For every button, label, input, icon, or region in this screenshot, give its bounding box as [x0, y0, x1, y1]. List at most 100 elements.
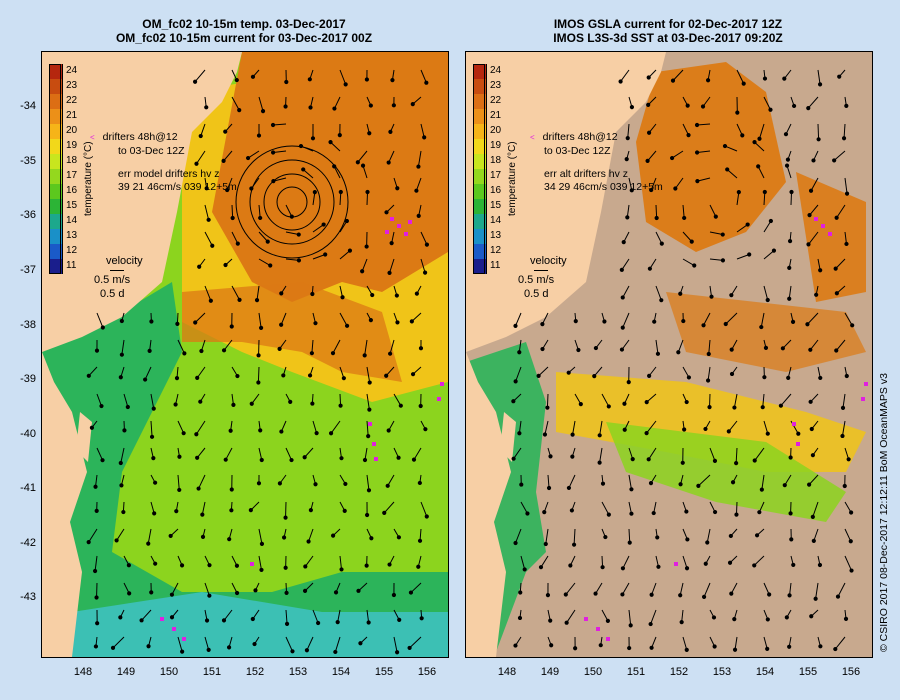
current-arrow [366, 366, 371, 383]
current-arrow-head [237, 297, 242, 302]
current-arrow-head [118, 375, 123, 380]
current-arrow-head [397, 617, 402, 622]
current-arrow-head [720, 258, 726, 263]
current-arrow-head [385, 483, 390, 488]
current-arrow-head [229, 508, 234, 513]
colorbar-value: 21 [66, 110, 78, 121]
current-arrow [835, 339, 846, 351]
current-arrow [285, 609, 288, 624]
current-arrow-head [362, 457, 368, 463]
current-arrow [312, 224, 324, 233]
current-arrow-head [654, 215, 659, 221]
current-arrow-head [834, 348, 839, 353]
current-arrow-head [146, 644, 151, 649]
current-arrow-head [221, 158, 226, 164]
current-arrow-head [416, 564, 421, 569]
current-arrow [393, 636, 398, 653]
current-arrow-head [678, 291, 683, 296]
current-arrow [225, 447, 233, 460]
current-arrow-head [344, 218, 349, 224]
current-arrow-head [362, 353, 367, 358]
current-arrow [366, 191, 369, 206]
current-arrow-head [395, 650, 400, 655]
current-arrow-head [648, 481, 654, 486]
current-arrow-head [622, 427, 627, 432]
current-arrow-head [806, 242, 811, 247]
current-arrow-head [304, 648, 310, 653]
current-arrow [628, 474, 632, 490]
current-arrow-head [198, 399, 203, 404]
current-arrow-head [627, 645, 632, 651]
current-arrow-head [143, 377, 148, 382]
current-arrow-head [249, 401, 254, 406]
current-arrow-head [149, 319, 154, 324]
current-arrow-head [597, 460, 602, 465]
current-arrow-head [408, 590, 414, 595]
current-arrow [703, 582, 711, 598]
current-arrow-head [259, 567, 264, 573]
current-arrow [572, 420, 576, 435]
current-arrow-head [765, 646, 770, 651]
current-arrow [788, 285, 792, 299]
satellite-sst-map[interactable] [465, 51, 873, 658]
current-arrow-head [229, 487, 234, 492]
drifters-label-left: < drifters 48h@12 [90, 131, 178, 144]
current-arrow-head [727, 560, 733, 565]
current-arrow [655, 231, 663, 244]
current-arrow-head [199, 348, 204, 354]
colorbar-frame [473, 64, 485, 274]
current-arrow-head [566, 485, 572, 491]
current-arrow [573, 528, 576, 545]
current-arrow-head [223, 457, 228, 462]
current-arrow [361, 258, 368, 272]
current-arrow-head [195, 375, 200, 380]
colorbar-value: 16 [66, 185, 78, 196]
current-arrow-head [752, 139, 757, 145]
current-arrow-head [410, 372, 416, 377]
current-arrow-head [810, 514, 815, 519]
current-arrow [204, 285, 212, 301]
current-arrow [761, 474, 765, 490]
current-arrow-head [846, 457, 851, 462]
current-arrow [621, 582, 630, 595]
current-arrow-head [618, 79, 623, 84]
current-arrow-head [259, 457, 264, 463]
lon-label: 150 [583, 666, 603, 678]
current-arrow-head [619, 347, 625, 352]
current-arrow [147, 528, 152, 544]
drifter-tracks [584, 217, 868, 641]
current-arrow-head [414, 188, 419, 193]
lon-label: 155 [798, 666, 818, 678]
current-arrow-head [763, 345, 769, 350]
current-arrow-head [568, 563, 573, 568]
current-arrow-head [782, 76, 787, 81]
current-arrow-head [778, 403, 783, 408]
current-arrow-head [254, 298, 260, 303]
current-arrow-head [279, 322, 284, 327]
current-arrow [196, 366, 206, 379]
current-arrow-head [308, 105, 313, 110]
current-arrow-head [833, 646, 838, 652]
current-arrow [627, 123, 630, 139]
current-arrow-head [768, 218, 773, 224]
current-arrow-head [182, 351, 187, 356]
current-arrow [226, 177, 233, 191]
current-arrow-head [252, 641, 257, 647]
model-temperature-map[interactable] [41, 51, 449, 658]
current-arrow-head [659, 298, 664, 303]
current-arrow-head [343, 82, 348, 87]
current-arrow-head [809, 614, 814, 619]
current-arrow [763, 285, 769, 301]
current-arrow-head [540, 346, 545, 352]
current-arrow-head [151, 456, 156, 461]
current-arrow-head [270, 150, 276, 155]
current-arrow-head [745, 222, 750, 227]
current-arrow [844, 555, 852, 571]
current-arrow-head [258, 428, 263, 433]
current-arrow-head [119, 483, 124, 488]
current-arrow [285, 204, 293, 217]
current-arrow-head [701, 323, 706, 328]
land-island [500, 412, 516, 462]
current-arrow-head [606, 404, 611, 409]
drifters-label-right: < drifters 48h@12 [530, 131, 618, 144]
